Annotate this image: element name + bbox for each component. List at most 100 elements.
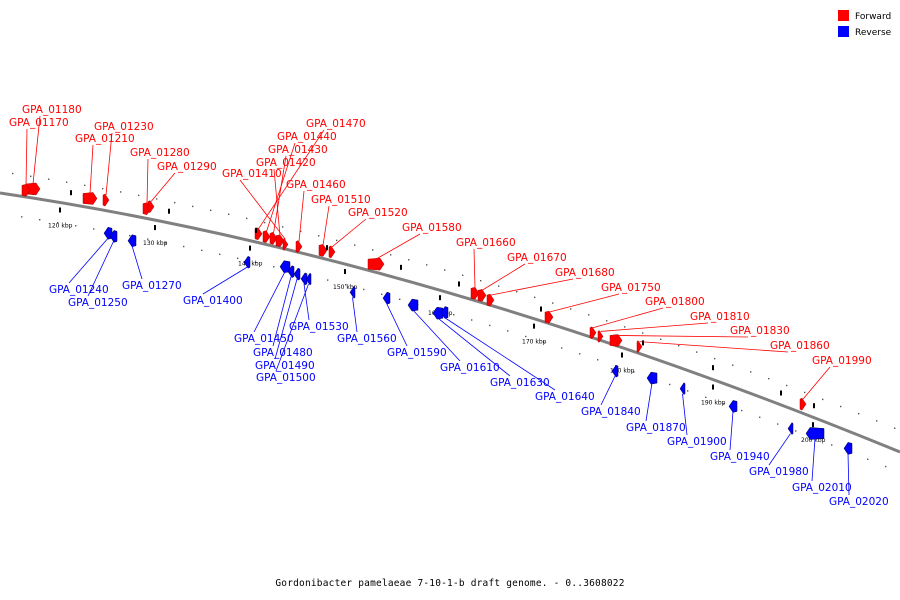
track-dot [705,396,707,399]
reverse-gene-label: GPA_01640 [535,391,595,403]
track-dot [39,219,41,221]
track-dot [660,338,662,341]
forward-gene-glyph [636,340,643,354]
reverse-gene-glyph [646,371,658,385]
track-dot [561,347,563,349]
track-dot [300,230,302,233]
reverse-gene-leader [303,283,310,321]
forward-gene-leader [298,190,305,242]
track-dot [894,427,896,429]
scale-tick-mark [812,422,814,428]
track-dot [264,221,266,224]
forward-gene-label: GPA_01440 [277,131,337,143]
reverse-gene-leader [444,317,556,391]
forward-gene-glyph [799,397,807,411]
track-dot [201,249,203,252]
forward-gene-label: GPA_01680 [555,267,615,279]
reverse-gene-label: GPA_01560 [337,333,397,345]
track-dot [768,377,770,380]
track-dot [354,244,356,246]
reverse-gene-label: GPA_01530 [289,321,349,333]
feature-marker [168,208,170,214]
reverse-gene-label: GPA_01250 [68,297,128,309]
forward-gene-leader [481,263,526,291]
forward-gene-leader [600,322,709,332]
reverse-gene-label: GPA_01590 [387,347,447,359]
scale-tick-mark [621,352,623,358]
forward-gene-leader [639,341,789,353]
forward-gene-glyph [328,245,336,259]
track-dot [498,285,500,287]
track-dot [219,253,221,255]
forward-gene-label: GPA_01660 [456,237,516,249]
forward-gene-label: GPA_01800 [645,296,705,308]
track-dot [633,371,635,373]
forward-gene-label: GPA_01510 [311,194,371,206]
track-dot [237,257,239,260]
forward-gene-glyph [486,293,495,307]
forward-gene-glyph [21,184,31,197]
forward-gene-label: GPA_01750 [601,282,661,294]
track-dot [723,403,725,405]
track-dot [444,269,446,271]
forward-gene-glyph [477,289,487,302]
reverse-gene-glyph [293,267,301,281]
reverse-gene-label: GPA_01240 [49,284,109,296]
track-dot [84,184,86,187]
track-dot [408,259,410,261]
track-dot [777,423,779,425]
forward-gene-label: GPA_01180 [22,104,82,116]
track-dot [669,383,671,386]
track-dot [867,458,869,460]
legend-label: Forward [855,12,891,22]
track-dot [30,175,32,177]
reverse-gene-leader [847,453,850,496]
reverse-gene-leader [811,438,816,482]
track-dot [327,279,329,281]
forward-gene-glyph [597,330,604,343]
reverse-gene-label: GPA_01840 [581,406,641,418]
forward-gene-label: GPA_01810 [690,311,750,323]
track-dot [759,416,761,418]
scale-tick-mark [59,207,61,213]
forward-gene-label: GPA_01410 [222,168,282,180]
reverse-gene-label: GPA_01630 [490,377,550,389]
forward-gene-glyph [544,310,554,324]
legend: Forward Reverse [838,10,892,38]
track-dot [21,216,23,218]
reverse-gene-label: GPA_01900 [667,436,727,448]
forward-gene-leader [273,155,287,234]
reverse-gene-label: GPA_01400 [183,295,243,307]
track-dot [552,302,554,304]
forward-gene-leader [32,115,41,184]
reverse-gene-glyph [243,255,251,269]
track-dot [579,353,581,355]
scale-tick-mark [712,384,714,390]
track-dot [570,308,572,310]
track-dot [624,326,626,328]
reverse-gene-label: GPA_01610 [440,362,500,374]
forward-gene-leader [105,132,113,196]
reverse-gene-leader [68,237,109,284]
track-dot [822,398,824,401]
forward-gene-glyph [295,240,303,253]
reverse-gene-leader [768,433,791,466]
reverse-gene-glyph [805,427,825,440]
track-dot [489,324,491,327]
track-dot [75,225,77,227]
feature-marker [540,306,542,312]
reverse-gene-glyph [407,298,419,312]
reverse-gene-leader [272,276,292,347]
forward-gene-glyph [147,200,155,213]
forward-gene-leader [548,293,620,313]
reverse-gene-leader [202,266,248,295]
forward-gene-leader [322,205,330,246]
track-dot [57,221,59,224]
genome-caption: Gordonibacter pamelaeae 7-10-1-b draft g… [275,578,625,589]
reverse-gene-glyph [349,285,356,299]
forward-gene-glyph [589,326,597,340]
reverse-gene-label: GPA_01500 [256,372,316,384]
track-dot [885,465,887,468]
track-dot [741,409,743,412]
track-dot [102,187,104,190]
